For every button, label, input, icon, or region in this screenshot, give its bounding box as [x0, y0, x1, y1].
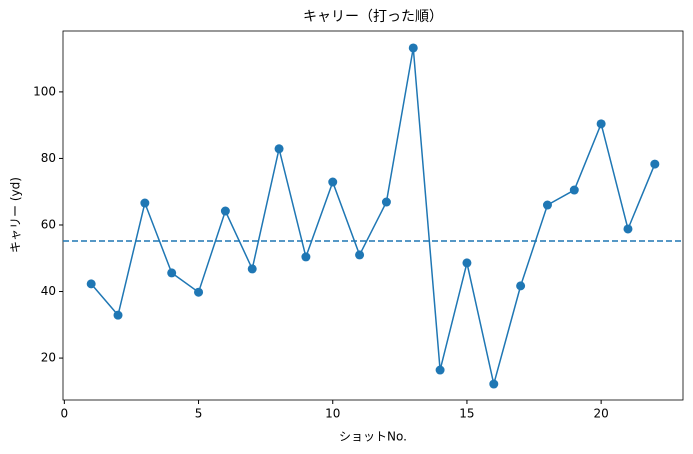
data-point: [86, 279, 96, 289]
data-point: [569, 185, 579, 195]
data-point: [516, 281, 526, 291]
data-point: [623, 224, 633, 234]
y-tick-label: 40: [41, 284, 56, 298]
y-axis-label: キャリー (yd): [9, 177, 23, 253]
data-point: [462, 258, 472, 268]
y-tick-label: 80: [41, 151, 56, 165]
data-point: [328, 177, 338, 187]
data-point: [650, 159, 660, 169]
plot-frame: [62, 30, 684, 401]
data-line: [90, 47, 656, 385]
data-point: [355, 250, 365, 260]
data-point: [381, 197, 391, 207]
y-tick-label: 100: [33, 84, 56, 98]
x-tick-label: 15: [459, 407, 474, 421]
data-point: [301, 252, 311, 262]
data-point: [167, 268, 177, 278]
data-point: [247, 264, 257, 274]
data-point: [489, 379, 499, 389]
x-axis-label: ショットNo.: [339, 430, 407, 444]
y-tick-label: 20: [41, 351, 56, 365]
data-point: [220, 206, 230, 216]
x-tick-label: 20: [593, 407, 608, 421]
data-point: [274, 144, 284, 154]
x-tick-label: 5: [195, 407, 203, 421]
data-point: [435, 365, 445, 375]
chart-title: キャリー（打った順）: [303, 8, 443, 25]
x-tick-label: 0: [61, 407, 69, 421]
data-point: [194, 287, 204, 297]
y-tick-label: 60: [41, 217, 56, 231]
x-tick-label: 10: [325, 407, 340, 421]
data-point: [542, 200, 552, 210]
data-point: [408, 43, 418, 53]
data-point: [140, 198, 150, 208]
data-point: [113, 310, 123, 320]
data-point: [596, 119, 606, 129]
